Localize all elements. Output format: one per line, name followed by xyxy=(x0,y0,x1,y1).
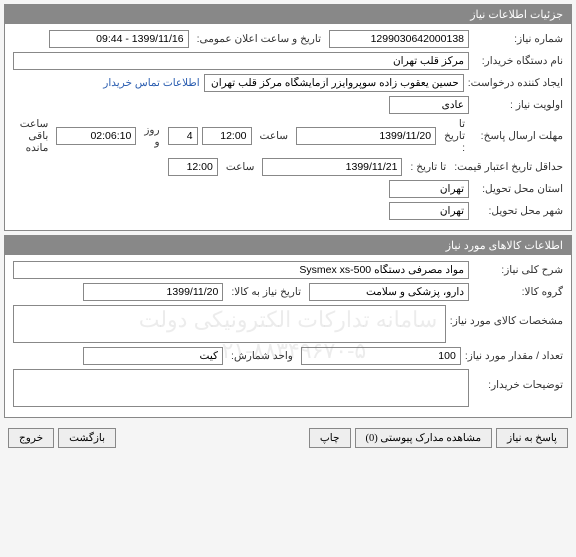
panel2-title: اطلاعات کالاهای مورد نیاز xyxy=(5,236,571,255)
notes-field[interactable] xyxy=(13,369,469,407)
buyer-field[interactable] xyxy=(13,52,469,70)
attachments-button[interactable]: مشاهده مدارک پیوستی (0) xyxy=(355,428,493,448)
priority-label: اولویت نیاز : xyxy=(473,99,563,111)
deadline-time-field[interactable] xyxy=(202,127,252,145)
group-field[interactable] xyxy=(309,283,469,301)
panel1-body: شماره نیاز: تاریخ و ساعت اعلان عمومی: نا… xyxy=(5,24,571,230)
desc-label: شرح کلی نیاز: xyxy=(473,264,563,276)
min-validity-time-field[interactable] xyxy=(168,158,218,176)
priority-field[interactable] xyxy=(389,96,469,114)
buyer-label: نام دستگاه خریدار: xyxy=(473,55,563,67)
delivery-city-label: شهر محل تحویل: xyxy=(473,205,563,217)
deadline-date-field[interactable] xyxy=(296,127,436,145)
contact-link[interactable]: اطلاعات تماس خریدار xyxy=(103,77,199,89)
timer-field xyxy=(56,127,136,145)
days-field[interactable] xyxy=(168,127,198,145)
need-date-label: تاریخ نیاز به کالا: xyxy=(227,286,305,298)
footer-right-group: پاسخ به نیاز مشاهده مدارک پیوستی (0) چاپ xyxy=(309,428,568,448)
back-button[interactable]: بازگشت xyxy=(58,428,116,448)
goods-info-panel: اطلاعات کالاهای مورد نیاز سامانه تدارکات… xyxy=(4,235,572,418)
notes-label: توضیحات خریدار: xyxy=(473,369,563,391)
reply-button[interactable]: پاسخ به نیاز xyxy=(496,428,568,448)
announce-label: تاریخ و ساعت اعلان عمومی: xyxy=(193,33,325,45)
delivery-province-field[interactable] xyxy=(389,180,469,198)
panel2-body: سامانه تدارکات الکترونیکی دولت ۰۲۱-۸۸۳۴۹… xyxy=(5,255,571,417)
footer: پاسخ به نیاز مشاهده مدارک پیوستی (0) چاپ… xyxy=(0,422,576,454)
exit-button[interactable]: خروج xyxy=(8,428,54,448)
print-button[interactable]: چاپ xyxy=(309,428,351,448)
spec-label: مشخصات کالای مورد نیاز: xyxy=(450,305,563,327)
min-validity-label: حداقل تاریخ اعتبار قیمت: xyxy=(454,161,563,173)
qty-field[interactable] xyxy=(301,347,461,365)
time-label-2: ساعت xyxy=(222,161,259,173)
delivery-city-field[interactable] xyxy=(389,202,469,220)
need-details-panel: جزئیات اطلاعات نیاز شماره نیاز: تاریخ و … xyxy=(4,4,572,231)
delivery-province-label: استان محل تحویل: xyxy=(473,183,563,195)
group-label: گروه کالا: xyxy=(473,286,563,298)
panel1-title: جزئیات اطلاعات نیاز xyxy=(5,5,571,24)
desc-field[interactable] xyxy=(13,261,469,279)
to-date-label: تا تاریخ : xyxy=(440,118,469,154)
spec-field[interactable] xyxy=(13,305,446,343)
need-date-field[interactable] xyxy=(83,283,223,301)
footer-left-group: بازگشت خروج xyxy=(8,428,116,448)
days-label: روز و xyxy=(140,124,163,148)
announce-field[interactable] xyxy=(49,30,189,48)
unit-label: واحد شمارش: xyxy=(227,350,297,362)
creator-label: ایجاد کننده درخواست: xyxy=(468,77,563,89)
deadline-label: مهلت ارسال پاسخ: xyxy=(473,130,563,142)
qty-label: تعداد / مقدار مورد نیاز: xyxy=(465,350,563,362)
need-number-label: شماره نیاز: xyxy=(473,33,563,45)
need-number-field[interactable] xyxy=(329,30,469,48)
remaining-label: ساعت باقی مانده xyxy=(13,118,52,154)
to-date-label-2: تا تاریخ : xyxy=(406,161,450,173)
min-validity-date-field[interactable] xyxy=(262,158,402,176)
creator-field[interactable] xyxy=(204,74,464,92)
unit-field[interactable] xyxy=(83,347,223,365)
time-label-1: ساعت xyxy=(256,130,293,142)
